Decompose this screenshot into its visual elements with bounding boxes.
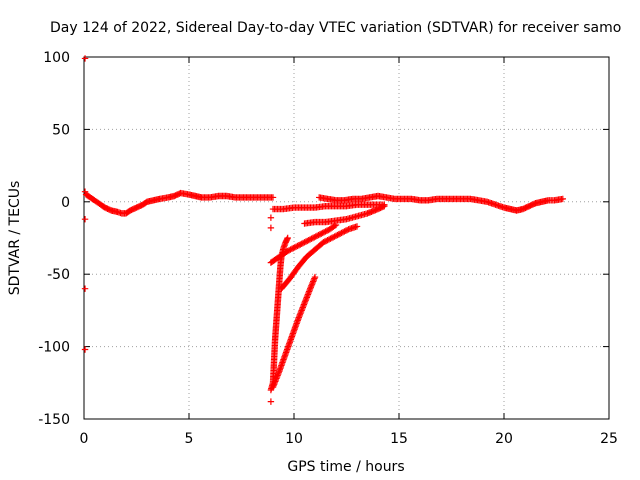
- data-point-branch-40: [305, 236, 312, 244]
- data-point-branch-40: [294, 242, 301, 250]
- data-point-branch-40: [318, 230, 325, 237]
- data-point-descent-3: [334, 231, 341, 239]
- y-tick-label: -150: [38, 412, 70, 428]
- x-tick-label: 25: [600, 431, 618, 447]
- data-point-branch-40: [320, 229, 328, 236]
- data-point-descent-3: [342, 227, 349, 234]
- data-point-descent-3: [344, 226, 351, 234]
- data-point-descent-3: [341, 228, 348, 235]
- data-point-isolated: [81, 215, 89, 223]
- plot-frame: [83, 56, 610, 420]
- data-point-branch-40: [285, 247, 293, 254]
- mark-layer: [81, 55, 566, 405]
- data-point-branch-40: [316, 231, 324, 238]
- data-point-descent-3: [337, 230, 344, 237]
- data-point-branch-40: [308, 235, 315, 242]
- data-point-descent-3: [328, 234, 335, 242]
- data-point-isolated: [81, 346, 89, 353]
- data-point-isolated: [81, 188, 89, 195]
- data-point-descent-3: [332, 232, 340, 240]
- data-point-isolated: [267, 214, 275, 221]
- data-point-descent-2: [381, 202, 388, 210]
- data-point-isolated: [81, 285, 89, 292]
- data-point-baseline: [269, 194, 277, 201]
- grid-layer: [84, 57, 609, 419]
- data-point-descent-3: [324, 236, 331, 244]
- x-tick-label: 20: [495, 431, 513, 447]
- data-point-descent-3: [321, 238, 328, 245]
- data-point-branch-40: [331, 222, 338, 230]
- data-point-descent-3: [323, 237, 330, 245]
- data-point-isolated: [81, 55, 89, 62]
- x-axis-label: GPS time / hours: [287, 459, 404, 475]
- data-point-branch-40: [299, 239, 307, 247]
- data-point-branch-40: [309, 234, 317, 242]
- y-tick-label: -100: [38, 340, 70, 356]
- x-tick-label: 10: [285, 431, 303, 447]
- data-point-descent-3: [331, 233, 338, 240]
- data-point-branch-40: [302, 238, 310, 245]
- data-point-branch-40: [297, 241, 304, 248]
- data-point-descent-3: [330, 234, 337, 241]
- data-point-descent-3: [338, 229, 345, 237]
- x-tick-label: 5: [185, 431, 194, 447]
- data-point-branch-40: [315, 231, 322, 239]
- data-point-branch-40: [304, 237, 311, 245]
- data-point-branch-40: [290, 244, 297, 252]
- data-point-branch-40: [292, 243, 300, 250]
- x-tick-label: 15: [390, 431, 408, 447]
- data-point-branch-40: [298, 240, 305, 247]
- data-point-descent-3: [320, 239, 327, 246]
- data-point-descent-3: [353, 223, 361, 230]
- data-point-branch-40: [306, 236, 314, 243]
- data-point-descent-3: [327, 235, 334, 242]
- data-point-isolated: [267, 224, 275, 232]
- data-point-baseline-late: [559, 195, 566, 203]
- data-point-branch-40: [287, 246, 294, 253]
- data-point-branch-40: [323, 227, 331, 234]
- data-point-steep-drop: [284, 234, 291, 242]
- data-point-descent-3: [325, 236, 333, 243]
- data-point-isolated: [267, 398, 275, 405]
- y-tick-label: 0: [61, 195, 70, 211]
- data-point-recovery: [311, 273, 319, 281]
- y-axis-label: SDTVAR / TECUs: [7, 181, 23, 296]
- data-point-branch-40: [291, 244, 298, 251]
- data-point-branch-40: [312, 233, 319, 240]
- data-point-branch-40: [332, 221, 340, 229]
- y-tick-label: 100: [43, 50, 70, 66]
- data-point-branch-40: [288, 245, 296, 253]
- data-point-branch-40: [301, 239, 308, 246]
- chart-title: Day 124 of 2022, Sidereal Day-to-day VTE…: [50, 20, 621, 36]
- y-tick-label: -50: [47, 267, 70, 283]
- data-point-branch-40: [319, 229, 326, 237]
- x-tick-label: 0: [80, 431, 89, 447]
- y-tick-label: 50: [52, 122, 70, 138]
- data-point-descent-3: [339, 229, 347, 236]
- data-point-descent-3: [335, 231, 342, 238]
- data-point-branch-40: [295, 242, 303, 249]
- data-point-branch-40: [313, 232, 321, 240]
- data-point-branch-40: [311, 234, 318, 241]
- tick-layer: 0 5 10 15 20 25 -150 -100 -50 0 50 100: [38, 50, 618, 447]
- data-point-branch-40: [322, 228, 329, 235]
